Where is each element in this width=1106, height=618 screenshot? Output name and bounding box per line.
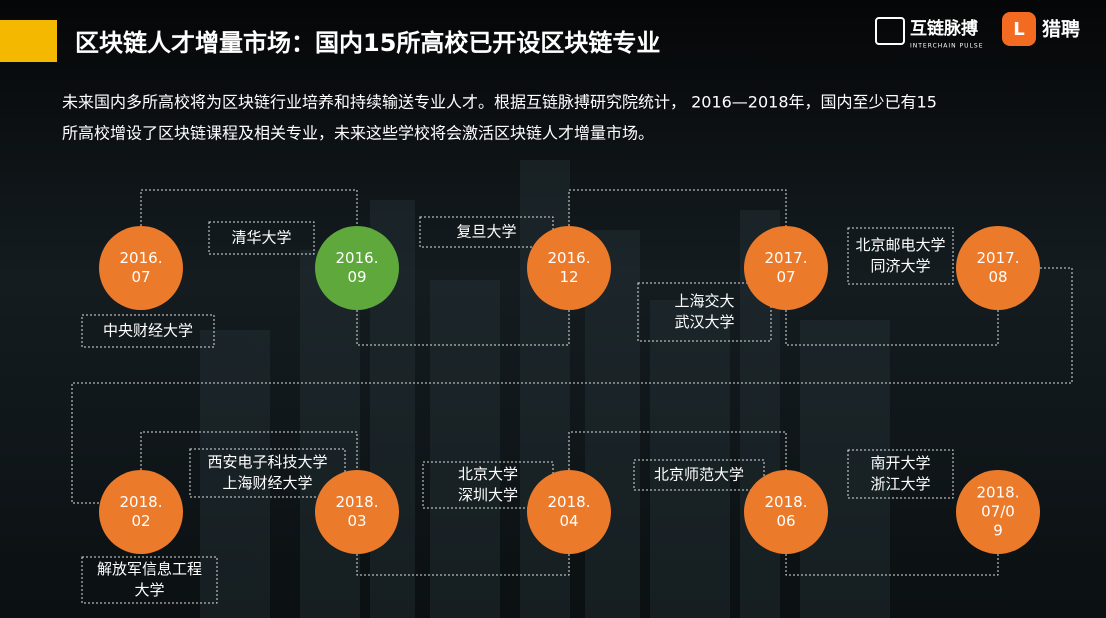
date-circle [744, 470, 828, 554]
school-box [637, 282, 772, 342]
school-box [81, 314, 215, 348]
school-label: 西安电子科技大学 [207, 453, 327, 471]
date-label: 2018. [548, 493, 591, 511]
date-label: 04 [559, 512, 578, 530]
date-circle [315, 470, 399, 554]
date-label: 9 [993, 522, 1003, 540]
date-label: 03 [347, 512, 366, 530]
title-accent [0, 20, 57, 62]
brand-logo [875, 17, 905, 45]
date-label: 06 [776, 512, 795, 530]
school-label: 大学 [134, 581, 164, 599]
date-circle [99, 470, 183, 554]
date-label: 2018. [120, 493, 163, 511]
date-circle [527, 226, 611, 310]
school-label: 北京邮电大学 [855, 236, 945, 254]
school-label: 浙江大学 [870, 475, 930, 493]
date-label: 2017. [765, 249, 808, 267]
partner-name: 猎聘 [1042, 18, 1080, 41]
date-label: 2017. [977, 249, 1020, 267]
school-label: 中央财经大学 [103, 322, 193, 340]
date-label: 2016. [336, 249, 379, 267]
date-label: 08 [988, 268, 1007, 286]
brand-name: 互链脉搏 [910, 18, 978, 39]
date-label: 2016. [548, 249, 591, 267]
date-circle [527, 470, 611, 554]
school-label: 深圳大学 [458, 486, 518, 504]
school-box [81, 556, 218, 604]
school-box [847, 449, 954, 499]
school-label: 清华大学 [231, 229, 291, 247]
school-label: 武汉大学 [674, 313, 734, 331]
date-label: 2016. [120, 249, 163, 267]
school-label: 北京师范大学 [654, 466, 744, 484]
connectors [71, 189, 1073, 576]
date-circle [956, 470, 1040, 554]
school-label: 上海财经大学 [222, 474, 312, 492]
date-circle [99, 226, 183, 310]
date-label: 2018. [977, 484, 1020, 502]
school-label: 同济大学 [870, 257, 930, 275]
school-box [847, 227, 954, 285]
date-label: 07/0 [981, 503, 1015, 521]
brand-sub: INTERCHAIN PULSE [910, 43, 984, 50]
school-label: 解放军信息工程 [97, 560, 202, 578]
school-box [189, 448, 346, 498]
intro-line: 所高校增设了区块链课程及相关专业，未来这些学校将会激活区块链人才增量市场。 [62, 124, 654, 143]
title: 区块链人才增量市场：国内15所高校已开设区块链专业 [75, 29, 660, 57]
date-label: 12 [559, 268, 578, 286]
school-label: 南开大学 [870, 454, 930, 472]
date-circle [744, 226, 828, 310]
date-label: 02 [131, 512, 150, 530]
school-box [208, 221, 315, 255]
partner-logo-mark: L [1013, 19, 1024, 40]
school-box [633, 459, 765, 491]
date-label: 07 [131, 268, 150, 286]
school-label: 北京大学 [458, 465, 518, 483]
intro-line: 未来国内多所高校将为区块链行业培养和持续输送专业人才。根据互链脉搏研究院统计， … [62, 93, 937, 112]
date-label: 09 [347, 268, 366, 286]
date-label: 07 [776, 268, 795, 286]
date-label: 2018. [336, 493, 379, 511]
school-label: 上海交大 [674, 292, 734, 310]
date-circle [956, 226, 1040, 310]
school-label: 复旦大学 [456, 223, 516, 241]
date-label: 2018. [765, 493, 808, 511]
date-circle [315, 226, 399, 310]
partner-logo [1002, 12, 1036, 46]
